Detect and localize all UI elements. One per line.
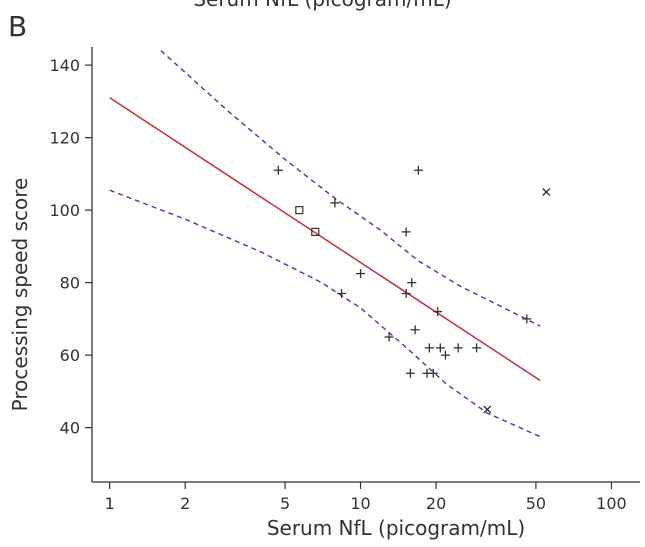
- x-tick-label: 2: [180, 494, 190, 513]
- plus-marker: [522, 314, 532, 324]
- plus-marker: [337, 289, 347, 298]
- plus-marker: [472, 343, 482, 353]
- panel-label: B: [8, 10, 28, 43]
- y-tick-label: 40: [60, 419, 80, 438]
- plus-marker: [413, 165, 423, 175]
- data-points: [273, 165, 551, 414]
- x-tick-label: 10: [350, 494, 370, 513]
- plus-marker: [273, 165, 283, 175]
- plus-marker: [401, 227, 411, 237]
- plus-marker: [428, 368, 438, 378]
- cross-marker: [483, 405, 492, 414]
- cross-marker: [542, 188, 551, 196]
- plus-marker: [433, 307, 443, 317]
- plus-marker: [384, 332, 394, 342]
- axes-group: [91, 47, 640, 483]
- ci-upper-line: [160, 50, 541, 327]
- plus-marker: [405, 368, 415, 378]
- x-tick-label: 1: [105, 494, 115, 513]
- plus-marker: [401, 289, 411, 298]
- square-marker: [311, 227, 320, 236]
- y-tick-label: 100: [49, 201, 80, 220]
- x-tick-label: 100: [596, 494, 627, 513]
- plus-marker: [435, 343, 445, 353]
- x-axis-ticks: 1 2 5 10 20 50 100: [105, 482, 627, 513]
- plus-marker: [410, 325, 420, 335]
- y-axis-ticks: 40 60 80 100 120 140: [49, 56, 92, 438]
- fit-line: [109, 97, 541, 382]
- y-tick-label: 120: [49, 129, 80, 148]
- x-tick-label: 50: [526, 494, 546, 513]
- top-caption-clipped: Serum NfL (picogram/mL): [0, 0, 645, 11]
- plus-marker: [453, 343, 463, 353]
- y-tick-label: 80: [60, 274, 80, 293]
- plus-marker: [330, 198, 340, 208]
- square-marker: [295, 206, 304, 215]
- y-tick-label: 140: [49, 56, 80, 75]
- y-tick-label: 60: [60, 346, 80, 365]
- y-axis-label: Processing speed score: [8, 178, 32, 412]
- x-tick-label: 5: [280, 494, 290, 513]
- plus-marker: [440, 350, 450, 360]
- confidence-band: [109, 50, 541, 438]
- x-axis-label: Serum NfL (picogram/mL): [267, 516, 525, 540]
- ci-lower-line: [109, 189, 541, 438]
- x-tick-label: 20: [426, 494, 446, 513]
- regression-fit: [109, 97, 541, 382]
- plus-marker: [356, 269, 366, 279]
- plus-marker: [407, 278, 417, 288]
- plus-marker: [424, 343, 434, 353]
